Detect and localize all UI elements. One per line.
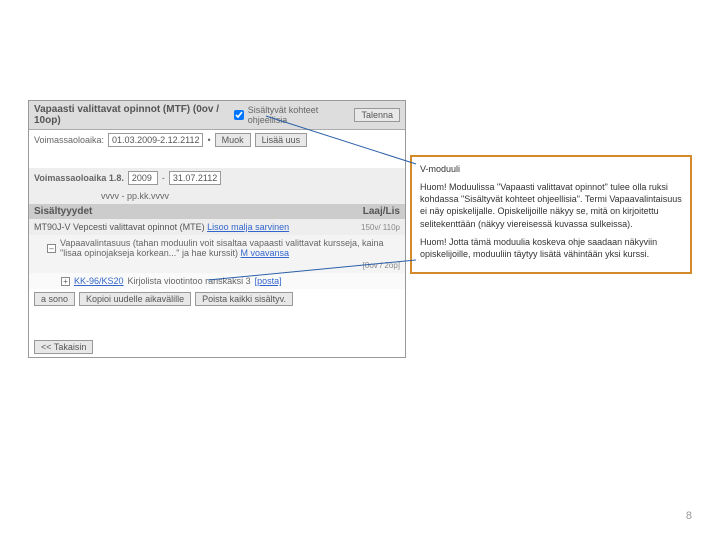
back-row: << Takaisin: [29, 337, 405, 357]
action-buttons: a sono Kopioi uudelle aikavälille Poista…: [29, 289, 405, 309]
edit-button[interactable]: Muok: [215, 133, 251, 147]
annotation-callout: V-moduuli Huom! Moduulissa "Vapaasti val…: [410, 155, 692, 274]
contents-title: Sisältyyydet: [34, 206, 92, 217]
callout-note-2: Huom! Jotta tämä moduulia koskeva ohje s…: [420, 236, 682, 260]
end-date-input[interactable]: 31.07.2112: [169, 171, 221, 185]
included-objective-checkbox[interactable]: [234, 110, 244, 120]
panel-title: Vapaasti valittavat opinnot (MTF) (0ov /…: [34, 104, 230, 126]
course-name: Kirjolista viootintoo ranskaksi 3: [128, 276, 251, 286]
course-expand-icon[interactable]: +: [61, 277, 70, 286]
submodule-row: MT90J-V Vepcesti valittavat opinnot (MTE…: [29, 219, 405, 235]
save-button[interactable]: Talenna: [354, 108, 400, 122]
freechoice-ext: [0ov / 2op]: [363, 261, 400, 270]
module-panel: Vapaasti valittavat opinnot (MTF) (0ov /…: [28, 100, 406, 358]
validity-period-row: Voimassaoloaika 1.8. 2009 - 31.07.2112: [29, 168, 405, 188]
submodule-name: MT90J-V Vepcesti valittavat opinnot (MTE…: [34, 222, 205, 232]
freechoice-ext-row: [0ov / 2op]: [29, 261, 405, 273]
contents-header: Sisältyyydet Laaj/Lis: [29, 204, 405, 219]
back-button[interactable]: << Takaisin: [34, 340, 93, 354]
copy-interval-button[interactable]: Kopioi uudelle aikavälille: [79, 292, 191, 306]
expand-icon[interactable]: –: [47, 244, 56, 253]
page-number: 8: [686, 510, 692, 522]
validity-value: 01.03.2009-2.12.2112: [108, 133, 203, 147]
validity-label: Voimassaoloaika:: [34, 135, 104, 145]
freechoice-link[interactable]: M voavansa: [241, 248, 290, 258]
year-input[interactable]: 2009: [128, 171, 158, 185]
callout-title: V-moduuli: [420, 163, 682, 175]
validity-period-title: Voimassaoloaika 1.8.: [34, 173, 124, 183]
callout-note-1: Huom! Moduulissa "Vapaasti valittavat op…: [420, 181, 682, 230]
submodule-link[interactable]: Lisoo malja sarvinen: [207, 222, 289, 232]
remove-all-button[interactable]: Poista kaikki sisältyv.: [195, 292, 293, 306]
validity-row: Voimassaoloaika: 01.03.2009-2.12.2112 • …: [29, 130, 405, 150]
course-code[interactable]: KK-96/KS20: [74, 276, 124, 286]
submodule-ext: 150v/ 110p: [361, 223, 400, 232]
add-new-button[interactable]: Lisää uus: [255, 133, 308, 147]
panel-header: Vapaasti valittavat opinnot (MTF) (0ov /…: [29, 101, 405, 130]
date-format-hint: vvvv - pp.kk.vvvv: [101, 191, 169, 201]
freechoice-label: Vapaavalintasuus (tahan moduulin voit si…: [60, 238, 384, 258]
checkbox-label: Sisältyvät kohteet ohjeellisia: [248, 105, 351, 125]
course-row: + KK-96/KS20 Kirjolista viootintoo ransk…: [29, 273, 405, 289]
course-remove-link[interactable]: [posta]: [255, 276, 282, 286]
date-hint-row: vvvv - pp.kk.vvvv: [29, 188, 405, 204]
sono-button[interactable]: a sono: [34, 292, 75, 306]
contents-action[interactable]: Laaj/Lis: [363, 206, 400, 217]
freechoice-row: – Vapaavalintasuus (tahan moduulin voit …: [29, 235, 405, 261]
